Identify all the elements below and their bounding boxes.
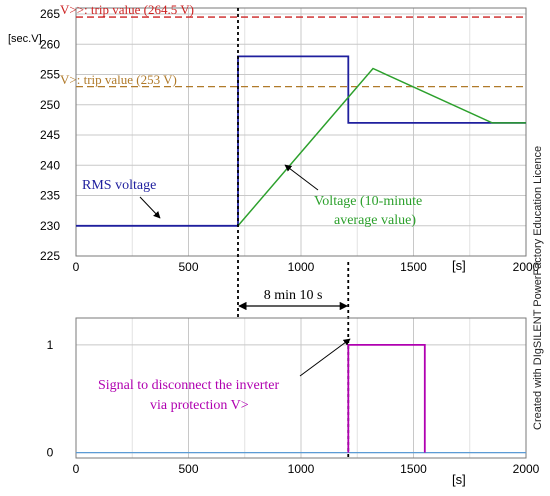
bottom-plot-frame bbox=[75, 317, 527, 459]
signal-annotation-line2: via protection V> bbox=[150, 398, 249, 413]
average-annotation-arrow bbox=[284, 164, 319, 191]
bottom-x-tick-label: 0 bbox=[73, 462, 80, 476]
rms-annotation-arrow bbox=[139, 196, 161, 219]
bottom-chart: 01 0 500 1000 1500 2000 [s] Signal to discon… bbox=[47, 317, 540, 487]
bottom-x-tick-labels: 0 500 1000 1500 2000 bbox=[73, 462, 540, 476]
top-plot-frame bbox=[75, 7, 527, 257]
interval-duration-label: 8 min 10 s bbox=[264, 288, 323, 303]
bottom-y-tick-labels: 01 bbox=[47, 338, 54, 460]
top-y-tick-label: 265 bbox=[40, 7, 60, 21]
top-y-tick-label: 245 bbox=[40, 128, 60, 142]
top-x-tick-label: 1000 bbox=[288, 260, 315, 274]
top-y-tick-label: 235 bbox=[40, 189, 60, 203]
bottom-y-tick-label: 1 bbox=[47, 338, 54, 352]
signal-annotation-line1: Signal to disconnect the inverter bbox=[98, 378, 280, 393]
software-credit-text: Created with DIgSILENT PowerFactory Educ… bbox=[532, 146, 544, 430]
top-y-tick-label: 250 bbox=[40, 98, 60, 112]
bottom-y-tick-label: 0 bbox=[47, 446, 54, 460]
bottom-x-tick-label: 2000 bbox=[513, 462, 540, 476]
top-x-tick-label: 0 bbox=[73, 260, 80, 274]
top-grid bbox=[75, 8, 527, 257]
top-y-tick-label: 225 bbox=[40, 249, 60, 263]
top-y-tick-label: 240 bbox=[40, 158, 60, 172]
top-chart: 225 230 235 240 245 250 255 260 265 0 500 1000 1500… bbox=[8, 2, 540, 274]
top-x-tick-label: 1500 bbox=[400, 260, 427, 274]
rms-voltage-series-line bbox=[76, 55, 526, 227]
rms-voltage-annotation: RMS voltage bbox=[82, 178, 156, 193]
trip-low-threshold-label: V>: trip value (253 V) bbox=[60, 72, 177, 87]
top-x-tick-label: 2000 bbox=[513, 260, 540, 274]
top-y-axis-label: [sec.V] bbox=[8, 33, 42, 45]
trip-high-threshold-label: V>>: trip value (264.5 V) bbox=[60, 2, 194, 17]
average-voltage-annotation-line1: Voltage (10-minute bbox=[314, 194, 422, 209]
top-x-tick-label: 500 bbox=[178, 260, 198, 274]
bottom-x-tick-label: 1000 bbox=[288, 462, 315, 476]
bottom-x-tick-label: 500 bbox=[178, 462, 198, 476]
top-y-tick-label: 255 bbox=[40, 68, 60, 82]
average-voltage-series-line bbox=[237, 67, 526, 227]
top-y-tick-label: 260 bbox=[40, 37, 60, 51]
top-y-tick-labels: 225 230 235 240 245 250 255 260 265 bbox=[40, 7, 60, 263]
bottom-x-tick-label: 1500 bbox=[400, 462, 427, 476]
top-x-unit-label: [s] bbox=[452, 258, 466, 273]
disconnect-signal-series-line bbox=[347, 343, 426, 453]
bottom-x-unit-label: [s] bbox=[452, 472, 466, 487]
signal-annotation-arrow bbox=[299, 338, 351, 377]
average-voltage-annotation-line2: average value) bbox=[334, 213, 416, 228]
top-y-tick-label: 230 bbox=[40, 219, 60, 233]
top-x-tick-labels: 0 500 1000 1500 2000 bbox=[73, 260, 540, 274]
